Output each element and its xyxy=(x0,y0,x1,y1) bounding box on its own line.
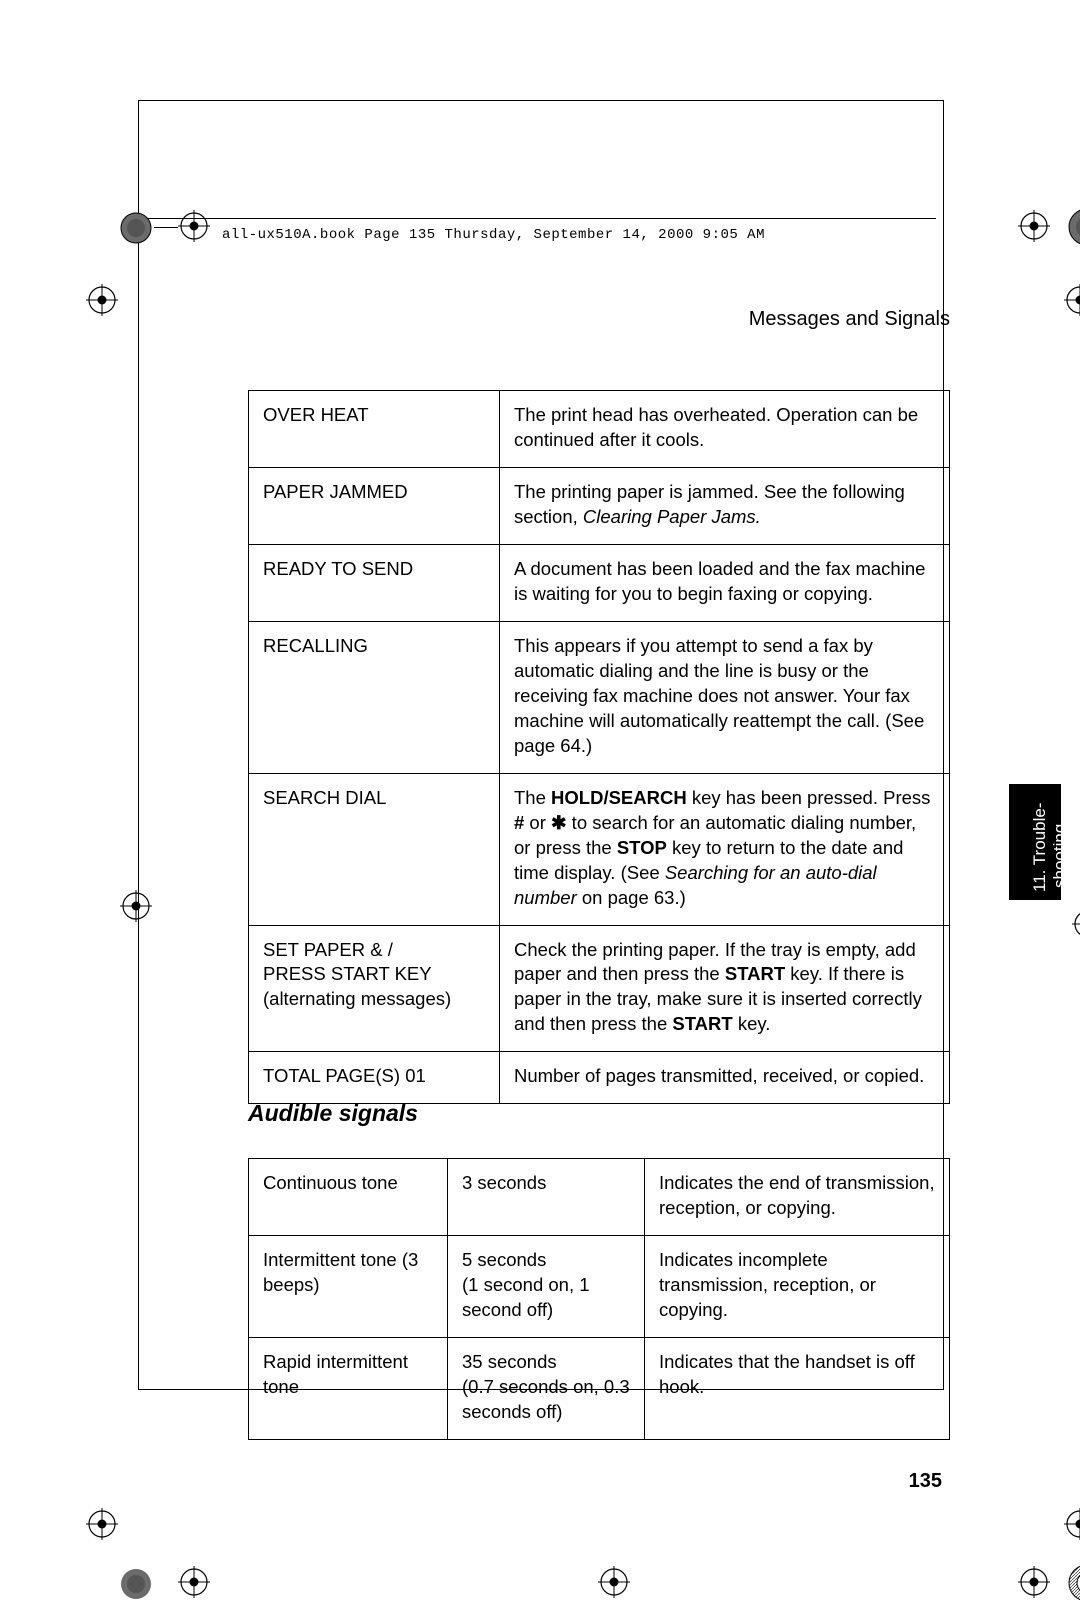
signal-name: Intermittent tone (3 beeps) xyxy=(249,1235,448,1337)
message-name: PAPER JAMMED xyxy=(249,467,500,544)
message-description: The printing paper is jammed. See the fo… xyxy=(500,467,950,544)
registration-mark-icon xyxy=(1018,210,1050,242)
registration-mark-icon xyxy=(86,284,118,316)
message-description: Check the printing paper. If the tray is… xyxy=(500,925,950,1052)
section-heading: Audible signals xyxy=(248,1100,418,1127)
table-row: SEARCH DIALThe HOLD/SEARCH key has been … xyxy=(249,773,950,925)
table-row: OVER HEATThe print head has overheated. … xyxy=(249,391,950,468)
crop-dot-icon xyxy=(1066,1562,1080,1604)
registration-mark-icon xyxy=(120,890,152,922)
table-row: PAPER JAMMEDThe printing paper is jammed… xyxy=(249,467,950,544)
message-name: SEARCH DIAL xyxy=(249,773,500,925)
registration-mark-icon xyxy=(86,1508,118,1540)
crop-header-rule xyxy=(146,218,936,219)
signal-duration: 35 seconds(0.7 seconds on, 0.3 seconds o… xyxy=(448,1337,645,1439)
section-tab-line1: 11. Trouble- xyxy=(1030,803,1050,892)
crop-connector xyxy=(154,227,178,228)
registration-mark-icon xyxy=(178,210,210,242)
table-row: Intermittent tone (3 beeps)5 seconds(1 s… xyxy=(249,1235,950,1337)
signals-table: Continuous tone3 secondsIndicates the en… xyxy=(248,1158,950,1440)
table-row: READY TO SENDA document has been loaded … xyxy=(249,544,950,621)
table-row: Continuous tone3 secondsIndicates the en… xyxy=(249,1159,950,1236)
signal-name: Continuous tone xyxy=(249,1159,448,1236)
signal-meaning: Indicates the end of transmission, recep… xyxy=(645,1159,950,1236)
message-name: OVER HEAT xyxy=(249,391,500,468)
page-number: 135 xyxy=(240,1470,942,1493)
message-name: READY TO SEND xyxy=(249,544,500,621)
signal-meaning: Indicates incomplete transmission, recep… xyxy=(645,1235,950,1337)
crop-dot-icon xyxy=(1066,206,1080,248)
registration-mark-icon xyxy=(1072,908,1080,940)
registration-mark-icon xyxy=(1018,1566,1050,1598)
registration-mark-icon xyxy=(178,1566,210,1598)
table-row: TOTAL PAGE(S) 01Number of pages transmit… xyxy=(249,1052,950,1104)
signal-name: Rapid intermittent tone xyxy=(249,1337,448,1439)
table-row: Rapid intermittent tone35 seconds(0.7 se… xyxy=(249,1337,950,1439)
signal-duration: 3 seconds xyxy=(448,1159,645,1236)
registration-mark-icon xyxy=(598,1566,630,1598)
message-description: The print head has overheated. Operation… xyxy=(500,391,950,468)
crop-dot-icon xyxy=(118,1566,154,1602)
message-description: This appears if you attempt to send a fa… xyxy=(500,621,950,773)
message-name: RECALLING xyxy=(249,621,500,773)
signal-duration: 5 seconds(1 second on, 1 second off) xyxy=(448,1235,645,1337)
message-description: The HOLD/SEARCH key has been pressed. Pr… xyxy=(500,773,950,925)
message-name: TOTAL PAGE(S) 01 xyxy=(249,1052,500,1104)
registration-mark-icon xyxy=(1064,284,1080,316)
registration-mark-icon xyxy=(1064,1508,1080,1540)
section-tab-line2: shooting xyxy=(1050,824,1070,888)
message-description: A document has been loaded and the fax m… xyxy=(500,544,950,621)
message-description: Number of pages transmitted, received, o… xyxy=(500,1052,950,1104)
table-row: SET PAPER & /PRESS START KEY(alternating… xyxy=(249,925,950,1052)
book-meta-line: all-ux510A.book Page 135 Thursday, Septe… xyxy=(222,227,765,243)
messages-table: OVER HEATThe print head has overheated. … xyxy=(248,390,950,1104)
table-row: RECALLINGThis appears if you attempt to … xyxy=(249,621,950,773)
crop-dot-icon xyxy=(118,210,154,246)
message-name: SET PAPER & /PRESS START KEY(alternating… xyxy=(249,925,500,1052)
signal-meaning: Indicates that the handset is off hook. xyxy=(645,1337,950,1439)
page-header: Messages and Signals xyxy=(240,308,950,331)
